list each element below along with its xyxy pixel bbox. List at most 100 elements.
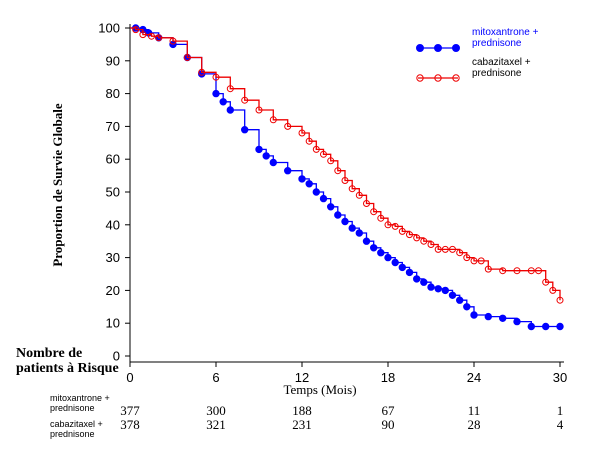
cabazitaxel-censor-mark <box>377 214 385 222</box>
mitoxantrone-censor-mark <box>470 311 478 319</box>
at-risk-row-label-mitoxantrone: mitoxantrone + prednisone <box>50 393 110 413</box>
y-tick-label-30: 30 <box>106 250 120 265</box>
cabazitaxel-censor-mark <box>370 208 378 216</box>
mitoxantrone-censor-mark <box>448 291 457 299</box>
mitoxantrone-censor-mark <box>420 278 428 286</box>
mitoxantrone-censor-mark <box>499 314 507 322</box>
cabazitaxel-censor-mark <box>226 85 234 93</box>
cabazitaxel-censor-mark <box>391 222 399 230</box>
mitoxantrone-censor-mark <box>226 106 235 114</box>
cabazitaxel-censor-mark <box>169 37 177 45</box>
mitoxantrone-censor-mark <box>384 253 392 262</box>
legend-marker-cabazitaxel <box>434 74 442 82</box>
cabazitaxel-censor-mark <box>542 278 550 286</box>
cabazitaxel-censor-mark <box>305 137 313 145</box>
mitoxantrone-censor-mark <box>405 268 414 277</box>
y-tick-label-60: 60 <box>106 152 120 167</box>
cabazitaxel-censor-mark <box>241 96 249 104</box>
mitoxantrone-censor-mark <box>391 258 399 267</box>
cabazitaxel-censor-mark <box>456 249 464 257</box>
cabazitaxel-censor-mark <box>441 245 449 253</box>
at-risk-count: 377 <box>120 403 140 418</box>
legend: mitoxantrone + prednisone cabazitaxel + pre… <box>416 27 539 82</box>
mitoxantrone-censor-mark <box>355 229 363 237</box>
mitoxantrone-censor-mark <box>319 194 328 203</box>
mitoxantrone-censor-mark <box>327 203 335 211</box>
cabazitaxel-censor-mark <box>434 245 442 253</box>
cabazitaxel-censor-mark <box>398 227 406 235</box>
x-axis-title: Temps (Mois) <box>283 382 356 397</box>
cabazitaxel-censor-mark <box>499 267 507 275</box>
y-tick-label-70: 70 <box>106 119 120 134</box>
cabazitaxel-censor-mark <box>535 267 542 275</box>
y-tick-label-90: 90 <box>106 53 120 68</box>
mitoxantrone-censor-mark <box>255 145 263 154</box>
cabazitaxel-censor-mark <box>348 185 356 193</box>
at-risk-count: 90 <box>381 417 395 432</box>
y-tick-label-50: 50 <box>106 185 120 200</box>
x-tick-label-30: 30 <box>553 370 567 385</box>
mitoxantrone-censor-mark <box>456 296 464 304</box>
mitoxantrone-censor-mark <box>427 283 435 291</box>
mitoxantrone-censor-mark <box>484 312 492 321</box>
mitoxantrone-censor-mark <box>219 98 227 106</box>
mitoxantrone-markers <box>132 24 564 331</box>
cabazitaxel-censor-mark <box>556 296 564 304</box>
cabazitaxel-censor-mark <box>413 234 421 242</box>
mitoxantrone-censor-mark <box>284 167 292 175</box>
cabazitaxel-censor-mark <box>463 254 471 262</box>
at-risk-count: 300 <box>206 403 226 418</box>
cabazitaxel-censor-mark <box>284 122 292 130</box>
mitoxantrone-censor-mark <box>241 126 249 134</box>
x-tick-label-0: 0 <box>126 370 133 385</box>
mitoxantrone-censor-mark <box>527 322 535 331</box>
cabazitaxel-censor-mark <box>298 129 306 137</box>
mitoxantrone-censor-mark <box>398 263 406 272</box>
y-axis-title: Proportion de Survie Globale <box>50 103 65 267</box>
cabazitaxel-censor-mark <box>198 68 206 76</box>
mitoxantrone-censor-mark <box>362 237 371 245</box>
at-risk-count: 4 <box>556 417 564 432</box>
y-tick-label-40: 40 <box>106 217 120 232</box>
cabazitaxel-censor-mark <box>320 150 327 158</box>
y-tick-label-10: 10 <box>106 316 120 331</box>
mitoxantrone-censor-mark <box>312 188 320 196</box>
mitoxantrone-censor-mark <box>413 275 421 283</box>
mitoxantrone-censor-mark <box>377 249 385 257</box>
mitoxantrone-censor-mark <box>463 303 471 311</box>
x-tick-label-6: 6 <box>212 370 219 385</box>
cabazitaxel-censor-mark <box>312 145 320 153</box>
x-tick-label-24: 24 <box>467 370 481 385</box>
cabazitaxel-censor-mark <box>449 245 456 253</box>
cabazitaxel-censor-mark <box>355 191 363 199</box>
at-risk-count: 188 <box>292 403 312 418</box>
mitoxantrone-censor-mark <box>441 286 449 295</box>
axes: 0 10 20 30 40 50 60 70 80 90 100 0 6 12 18 24 30 <box>98 21 567 386</box>
at-risk-count: 28 <box>467 417 481 432</box>
at-risk-count: 1 <box>556 403 564 418</box>
y-tick-label-0: 0 <box>113 349 120 364</box>
cabazitaxel-censor-mark <box>513 267 521 275</box>
mitoxantrone-censor-mark <box>269 158 277 167</box>
cabazitaxel-censor-mark <box>148 32 155 40</box>
mitoxantrone-censor-mark <box>370 244 378 252</box>
cabazitaxel-censor-mark <box>549 286 557 294</box>
cabazitaxel-censor-mark <box>363 200 370 207</box>
cabazitaxel-censor-mark <box>183 54 191 61</box>
legend-label-cabazitaxel: cabazitaxel + prednisone <box>472 57 531 79</box>
legend-marker-mitoxantrone <box>452 44 460 52</box>
cabazitaxel-censor-mark <box>406 231 413 239</box>
mitoxantrone-censor-mark <box>513 317 521 326</box>
cabazitaxel-censor-mark <box>527 267 535 275</box>
y-tick-label-20: 20 <box>106 283 120 298</box>
cabazitaxel-censor-mark <box>212 73 220 81</box>
at-risk-table-title: Nombre de patients à Risque <box>16 346 119 376</box>
x-tick-label-18: 18 <box>381 370 395 385</box>
at-risk-count: 321 <box>206 417 226 432</box>
cabazitaxel-curve <box>130 27 561 301</box>
cabazitaxel-censor-mark <box>327 157 335 165</box>
legend-label-mitoxantrone: mitoxantrone + prednisone <box>472 27 539 49</box>
cabazitaxel-censor-mark <box>427 241 435 248</box>
cabazitaxel-censor-mark <box>139 31 147 39</box>
